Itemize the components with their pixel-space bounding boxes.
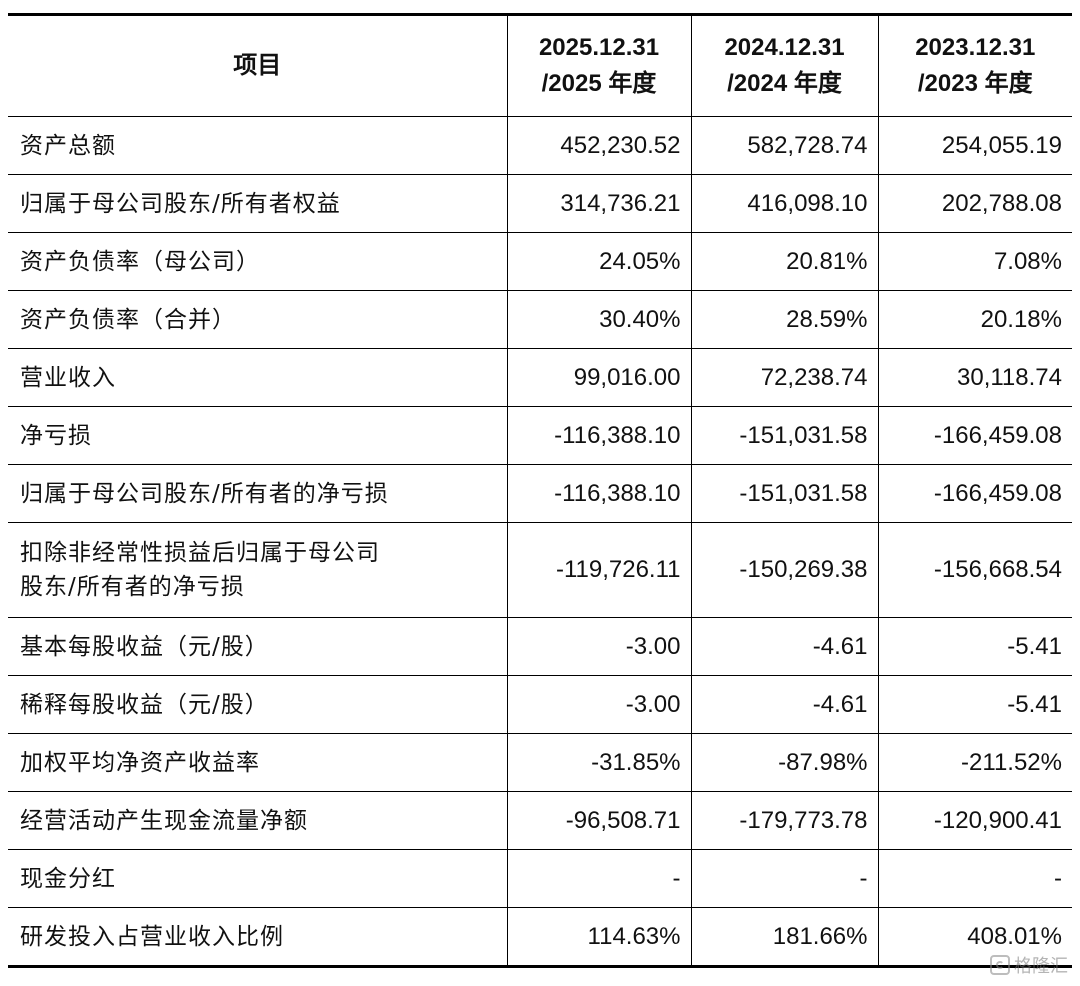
header-item: 项目 [8, 14, 508, 117]
table-row: 归属于母公司股东/所有者的净亏损 -116,388.10 -151,031.58… [8, 464, 1072, 523]
header-period-year: /2024 年度 [727, 70, 842, 97]
header-period-year: /2023 年度 [917, 70, 1033, 97]
row-value-2025: -116,388.10 [506, 464, 692, 523]
header-period-2025: 2025.12.31 /2025 年度 [506, 14, 692, 117]
table-row: 营业收入 99,016.00 72,238.74 30,118.74 [8, 348, 1072, 407]
row-label: 基本每股收益（元/股） [8, 617, 508, 676]
header-period-date: 2024.12.31 [724, 34, 845, 61]
row-label: 扣除非经常性损益后归属于母公司 股东/所有者的净亏损 [8, 522, 508, 618]
row-label: 净亏损 [8, 406, 508, 465]
table-row: 研发投入占营业收入比例 114.63% 181.66% 408.01% [8, 907, 1072, 967]
table-row: 归属于母公司股东/所有者权益 314,736.21 416,098.10 202… [8, 174, 1072, 233]
row-label: 经营活动产生现金流量净额 [8, 791, 508, 850]
row-value-2023: 20.18% [877, 290, 1072, 349]
table-row: 加权平均净资产收益率 -31.85% -87.98% -211.52% [8, 733, 1072, 792]
row-value-2025: -3.00 [506, 617, 692, 676]
row-label: 资产总额 [8, 116, 508, 175]
row-value-2023: -166,459.08 [877, 464, 1072, 523]
row-value-2024: -4.61 [690, 617, 879, 676]
row-value-2025: 114.63% [506, 907, 692, 967]
table-row: 经营活动产生现金流量净额 -96,508.71 -179,773.78 -120… [8, 791, 1072, 850]
row-value-2024: 582,728.74 [690, 116, 879, 175]
watermark: 格隆汇 [990, 952, 1068, 978]
row-value-2024: 72,238.74 [690, 348, 879, 407]
header-period-date: 2025.12.31 [538, 34, 660, 61]
row-label: 稀释每股收益（元/股） [8, 675, 508, 734]
row-value-2025: 314,736.21 [506, 174, 692, 233]
row-value-2025: -119,726.11 [506, 522, 692, 618]
row-value-2024: -4.61 [690, 675, 879, 734]
row-value-2023: - [877, 849, 1072, 908]
header-period-2023: 2023.12.31 /2023 年度 [877, 14, 1072, 117]
table-row: 资产总额 452,230.52 582,728.74 254,055.19 [8, 116, 1072, 175]
row-value-2023: 30,118.74 [877, 348, 1072, 407]
row-value-2024: -151,031.58 [690, 464, 879, 523]
row-value-2024: 28.59% [690, 290, 879, 349]
row-label: 资产负债率（母公司） [8, 232, 508, 291]
row-value-2025: -116,388.10 [506, 406, 692, 465]
row-label: 归属于母公司股东/所有者的净亏损 [8, 464, 508, 523]
table-header-row: 项目 2025.12.31 /2025 年度 2024.12.31 /2024 … [8, 14, 1072, 117]
row-value-2024: 416,098.10 [690, 174, 879, 233]
row-value-2025: - [506, 849, 692, 908]
row-value-2023: -156,668.54 [877, 522, 1072, 618]
row-value-2025: -3.00 [506, 675, 692, 734]
row-label: 加权平均净资产收益率 [8, 733, 508, 792]
row-value-2023: 202,788.08 [877, 174, 1072, 233]
row-value-2023: 408.01% [877, 907, 1072, 967]
row-label: 资产负债率（合并） [8, 290, 508, 349]
financial-table-container: 项目 2025.12.31 /2025 年度 2024.12.31 /2024 … [8, 13, 1072, 968]
table-row: 扣除非经常性损益后归属于母公司 股东/所有者的净亏损 -119,726.11 -… [8, 522, 1072, 618]
row-value-2023: -5.41 [877, 675, 1072, 734]
table-row: 资产负债率（合并） 30.40% 28.59% 20.18% [8, 290, 1072, 349]
table-row: 稀释每股收益（元/股） -3.00 -4.61 -5.41 [8, 675, 1072, 734]
row-value-2024: 20.81% [690, 232, 879, 291]
gelonghui-logo-icon [990, 955, 1010, 975]
row-value-2025: 30.40% [506, 290, 692, 349]
row-label-line2: 股东/所有者的净亏损 [20, 574, 245, 600]
row-value-2023: 7.08% [877, 232, 1072, 291]
row-value-2023: 254,055.19 [877, 116, 1072, 175]
table-row: 现金分红 - - - [8, 849, 1072, 908]
row-value-2024: -87.98% [690, 733, 879, 792]
row-value-2025: -31.85% [506, 733, 692, 792]
row-value-2024: -179,773.78 [690, 791, 879, 850]
header-period-year: /2025 年度 [541, 70, 657, 97]
row-value-2024: 181.66% [690, 907, 879, 967]
row-value-2025: 99,016.00 [506, 348, 692, 407]
row-value-2024: - [690, 849, 879, 908]
row-label: 研发投入占营业收入比例 [8, 907, 508, 967]
table-row: 净亏损 -116,388.10 -151,031.58 -166,459.08 [8, 406, 1072, 465]
row-label: 归属于母公司股东/所有者权益 [8, 174, 508, 233]
watermark-text: 格隆汇 [1014, 956, 1068, 977]
row-value-2025: -96,508.71 [506, 791, 692, 850]
table-row: 基本每股收益（元/股） -3.00 -4.61 -5.41 [8, 617, 1072, 676]
row-value-2023: -166,459.08 [877, 406, 1072, 465]
row-label: 现金分红 [8, 849, 508, 908]
row-value-2025: 24.05% [506, 232, 692, 291]
header-period-2024: 2024.12.31 /2024 年度 [690, 14, 879, 117]
table-row: 资产负债率（母公司） 24.05% 20.81% 7.08% [8, 232, 1072, 291]
financial-summary-table: 项目 2025.12.31 /2025 年度 2024.12.31 /2024 … [8, 13, 1072, 968]
row-value-2023: -120,900.41 [877, 791, 1072, 850]
row-label: 营业收入 [8, 348, 508, 407]
row-value-2023: -5.41 [877, 617, 1072, 676]
row-value-2023: -211.52% [877, 733, 1072, 792]
row-label-line1: 扣除非经常性损益后归属于母公司 [20, 540, 380, 566]
row-value-2024: -150,269.38 [690, 522, 879, 618]
header-period-date: 2023.12.31 [915, 34, 1036, 61]
row-value-2025: 452,230.52 [506, 116, 692, 175]
row-value-2024: -151,031.58 [690, 406, 879, 465]
